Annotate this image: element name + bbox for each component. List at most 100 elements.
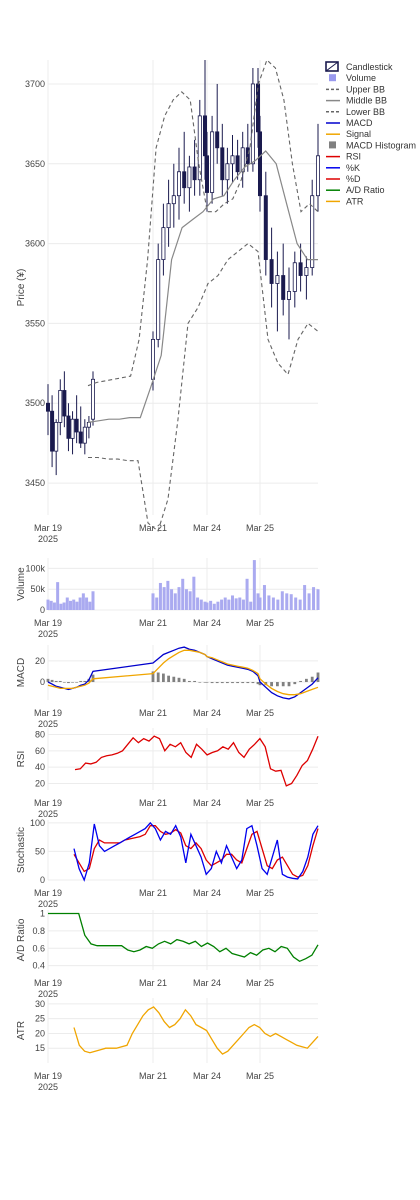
rsi-ytick-label: 20	[35, 778, 45, 788]
macd-histogram-bar	[79, 680, 83, 683]
volume-axis-title: Volume	[16, 567, 27, 601]
volume-bar	[238, 597, 242, 610]
atr-line	[73, 1006, 319, 1055]
price-ytick-label: 3550	[25, 318, 45, 328]
macd-histogram-bar	[236, 682, 239, 684]
candle-body	[187, 166, 192, 189]
volume-bar	[209, 600, 213, 610]
candle-body	[74, 418, 79, 433]
macd-histogram-bar	[276, 682, 279, 687]
candle-body	[156, 259, 161, 340]
volume-bar	[188, 591, 192, 610]
macd-histogram-bar	[71, 682, 74, 683]
candle-body	[310, 195, 315, 268]
volume-bar	[56, 582, 60, 610]
price-ytick-label: 3500	[25, 398, 45, 408]
rsi-ytick-label: 60	[35, 746, 45, 756]
legend-swatch	[329, 141, 336, 149]
atr-xtick-label: Mar 19	[34, 1071, 62, 1081]
volume-ytick-label: 100k	[25, 563, 45, 573]
stochastic-ytick-label: 100	[30, 818, 45, 828]
legend-entry: ATR	[346, 196, 364, 206]
rsi-xtick-sublabel: 2025	[38, 809, 58, 819]
macd-histogram-bar	[251, 682, 255, 684]
macd-histogram-bar	[203, 682, 207, 683]
volume-bar	[312, 587, 316, 610]
macd-histogram-bar	[256, 682, 260, 685]
legend-entry: MACD	[346, 118, 373, 128]
macd-histogram-bar	[258, 682, 262, 686]
volume-bar	[196, 597, 200, 610]
rsi-xtick-label: Mar 24	[193, 798, 221, 808]
stochastic-xtick-label: Mar 19	[34, 888, 62, 898]
legend-entry: Lower BB	[346, 107, 385, 117]
volume-bar	[170, 589, 174, 610]
candle-body	[91, 378, 96, 420]
candle-body	[269, 259, 274, 284]
volume-bar	[203, 601, 207, 610]
candle-body	[70, 418, 75, 439]
macd-histogram-bar	[151, 671, 155, 683]
legend-entry: %K	[346, 163, 360, 173]
macd-histogram-bar	[281, 682, 285, 687]
macd-histogram-bar	[287, 682, 291, 687]
volume-bar	[220, 599, 224, 610]
volume-xtick-label: Mar 24	[193, 618, 221, 628]
volume-bar	[307, 593, 311, 610]
candle-body	[225, 163, 230, 181]
candle-body	[46, 402, 51, 412]
macd-histogram-bar	[241, 682, 245, 684]
legend-entry: Middle BB	[346, 96, 387, 106]
ad_ratio-ytick-label: 0.8	[32, 926, 45, 936]
macd-histogram-bar	[46, 678, 50, 683]
macd-xtick-sublabel: 2025	[38, 719, 58, 729]
candle-body	[230, 155, 235, 165]
macd-histogram-bar	[226, 682, 229, 684]
volume-bar	[75, 601, 79, 610]
macd-histogram-bar	[215, 682, 219, 684]
volume-bar	[177, 587, 181, 610]
volume-bar	[249, 601, 253, 610]
candle-body	[255, 83, 260, 133]
macd-histogram-bar	[182, 678, 186, 683]
ad_ratio-ytick-label: 0.4	[32, 961, 45, 971]
volume-bar	[216, 601, 220, 610]
candle-body	[50, 410, 55, 452]
macd-xtick-label: Mar 24	[193, 708, 221, 718]
atr-xtick-sublabel: 2025	[38, 1082, 58, 1092]
macd-histogram-bar	[58, 680, 62, 683]
macd-histogram-bar	[75, 682, 79, 683]
volume-bar	[78, 597, 82, 610]
volume-bar	[46, 599, 50, 610]
price-xtick-label: Mar 21	[139, 523, 167, 533]
ad-ratio-line	[48, 912, 319, 963]
candle-body	[281, 275, 286, 300]
volume-bar	[271, 597, 275, 610]
rsi-xtick-label: Mar 21	[139, 798, 167, 808]
macd-histogram-bar	[156, 672, 160, 683]
volume-bar	[81, 593, 85, 610]
price-xtick-sublabel: 2025	[38, 534, 58, 544]
macd-histogram-bar	[83, 680, 87, 683]
volume-bar	[85, 597, 89, 610]
volume-bar	[65, 597, 69, 610]
volume-bar	[158, 582, 162, 610]
volume-bar	[184, 589, 188, 610]
macd-histogram-bar	[54, 680, 58, 683]
price-ytick-label: 3650	[25, 159, 45, 169]
ad_ratio-ytick-label: 1	[40, 908, 45, 918]
rsi-ytick-label: 80	[35, 730, 45, 740]
macd-histogram-bar	[231, 682, 234, 684]
volume-bar	[227, 599, 231, 610]
legend-entry: RSI	[346, 152, 361, 162]
candle-body	[54, 422, 59, 452]
volume-bar	[88, 601, 92, 610]
atr-ytick-label: 20	[35, 1028, 45, 1038]
volume-bar	[280, 591, 284, 610]
volume-bar	[162, 587, 166, 610]
ad_ratio-xtick-label: Mar 21	[139, 978, 167, 988]
atr-xtick-label: Mar 21	[139, 1071, 167, 1081]
candle-body	[66, 415, 71, 439]
volume-bar	[294, 597, 298, 610]
macd-histogram-bar	[177, 677, 181, 683]
